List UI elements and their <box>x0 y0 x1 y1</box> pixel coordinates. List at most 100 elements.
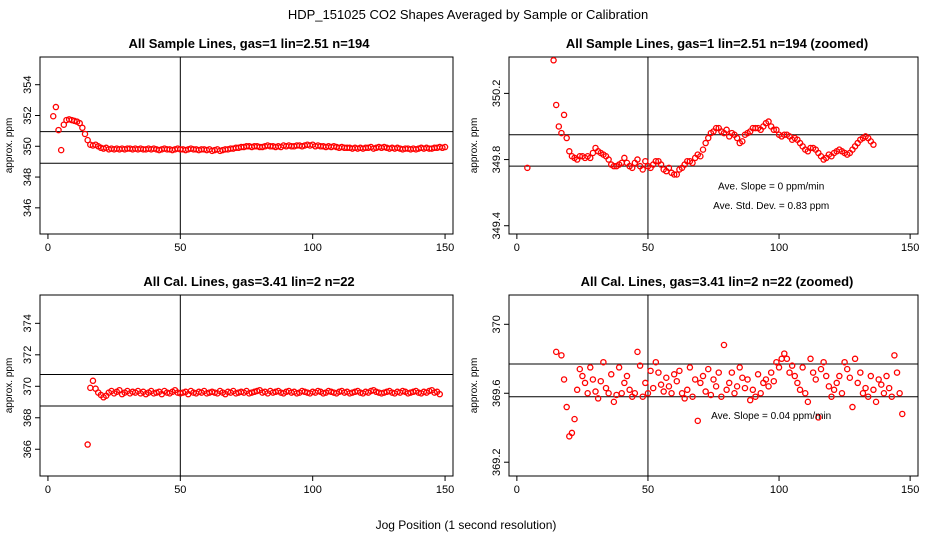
data-point <box>862 384 869 392</box>
data-point <box>828 393 835 400</box>
data-point <box>715 369 722 376</box>
data-point <box>605 156 612 163</box>
data-point <box>728 369 736 376</box>
data-point <box>678 390 686 397</box>
data-point <box>634 156 641 163</box>
data-point <box>555 123 563 130</box>
data-point <box>623 372 631 380</box>
data-point <box>626 386 633 394</box>
data-point <box>775 364 783 371</box>
data-point <box>594 395 602 402</box>
data-point <box>841 358 848 366</box>
data-point <box>694 417 702 425</box>
data-point <box>576 365 584 373</box>
data-point <box>57 146 65 154</box>
data-point <box>628 164 636 172</box>
data-point <box>770 126 778 134</box>
x-tick-label: 50 <box>174 242 186 254</box>
data-point <box>883 372 890 380</box>
data-point <box>712 124 720 132</box>
data-point <box>765 118 772 125</box>
data-point <box>79 124 86 132</box>
data-point <box>668 390 675 397</box>
data-point <box>55 126 62 134</box>
data-point <box>773 126 780 134</box>
data-point <box>833 379 840 387</box>
data-point <box>875 376 882 383</box>
data-point <box>639 166 646 173</box>
data-point <box>843 365 851 373</box>
data-point <box>710 376 717 383</box>
data-point <box>723 386 730 394</box>
annotation: Ave. Slope = 0.04 ppm/min <box>711 411 831 422</box>
data-point <box>896 390 903 397</box>
data-point <box>781 350 788 357</box>
data-point <box>689 393 696 400</box>
data-point <box>558 352 565 359</box>
data-point <box>765 383 772 390</box>
data-point <box>76 119 83 127</box>
y-tick-label: 370 <box>491 315 503 333</box>
data-point <box>736 364 743 371</box>
data-point <box>618 390 625 397</box>
data-point <box>705 365 712 373</box>
data-point <box>589 376 597 383</box>
data-point <box>857 369 864 376</box>
panel-cal-lines-zoomed: All Cal. Lines, gas=3.41 lin=2 n=22 (zoo… <box>469 274 919 496</box>
data-point <box>718 393 725 400</box>
annotation: Ave. Slope = 0 ppm/min <box>718 181 824 192</box>
data-point <box>809 369 817 376</box>
y-tick-label: 348 <box>22 168 34 186</box>
data-point <box>665 383 673 390</box>
plot-area <box>39 294 454 477</box>
panel-title: All Sample Lines, gas=1 lin=2.51 n=194 (… <box>566 36 868 51</box>
data-point <box>610 398 618 406</box>
x-tick-label: 150 <box>436 242 454 254</box>
data-point <box>621 154 628 162</box>
data-point <box>807 355 814 363</box>
figure-x-axis-label: Jog Position (1 second resolution) <box>376 518 557 532</box>
data-point <box>550 57 557 64</box>
data-point <box>684 386 691 394</box>
data-point <box>815 414 822 421</box>
y-tick-label: 370 <box>22 377 34 395</box>
data-point <box>608 371 615 378</box>
data-point <box>757 390 764 397</box>
y-tick-label: 369.2 <box>491 448 503 476</box>
data-point <box>791 372 799 380</box>
data-point <box>739 374 746 381</box>
data-point <box>767 369 775 376</box>
data-point <box>746 396 754 404</box>
data-point <box>702 139 709 147</box>
data-point <box>642 379 649 387</box>
y-axis-label: approx. ppm <box>469 118 480 174</box>
panel-title: All Cal. Lines, gas=3.41 lin=2 n=22 <box>143 274 354 289</box>
y-tick-label: 366 <box>22 440 34 458</box>
data-point <box>652 358 660 366</box>
panel-title: All Sample Lines, gas=1 lin=2.51 n=194 <box>129 36 371 51</box>
plot-area <box>508 56 919 235</box>
data-point <box>563 134 570 142</box>
data-point <box>571 415 578 423</box>
data-point <box>825 383 833 390</box>
data-point <box>770 377 778 385</box>
data-point <box>851 355 859 363</box>
x-tick-label: 0 <box>45 242 51 254</box>
data-point <box>552 101 560 109</box>
data-point <box>49 113 57 120</box>
data-point <box>796 386 804 394</box>
data-point <box>649 384 657 392</box>
data-point <box>705 134 712 142</box>
data-point <box>752 393 759 400</box>
panel-sample-lines-zoomed: All Sample Lines, gas=1 lin=2.51 n=194 (… <box>469 36 919 254</box>
data-point <box>723 126 730 134</box>
data-point <box>754 371 762 378</box>
data-point <box>670 371 678 378</box>
annotation: Ave. Std. Dev. = 0.83 ppm <box>713 201 829 212</box>
plot-area <box>508 294 919 477</box>
data-point <box>686 364 694 371</box>
data-point <box>697 379 704 387</box>
data-point <box>560 111 568 119</box>
data-point <box>52 103 60 111</box>
